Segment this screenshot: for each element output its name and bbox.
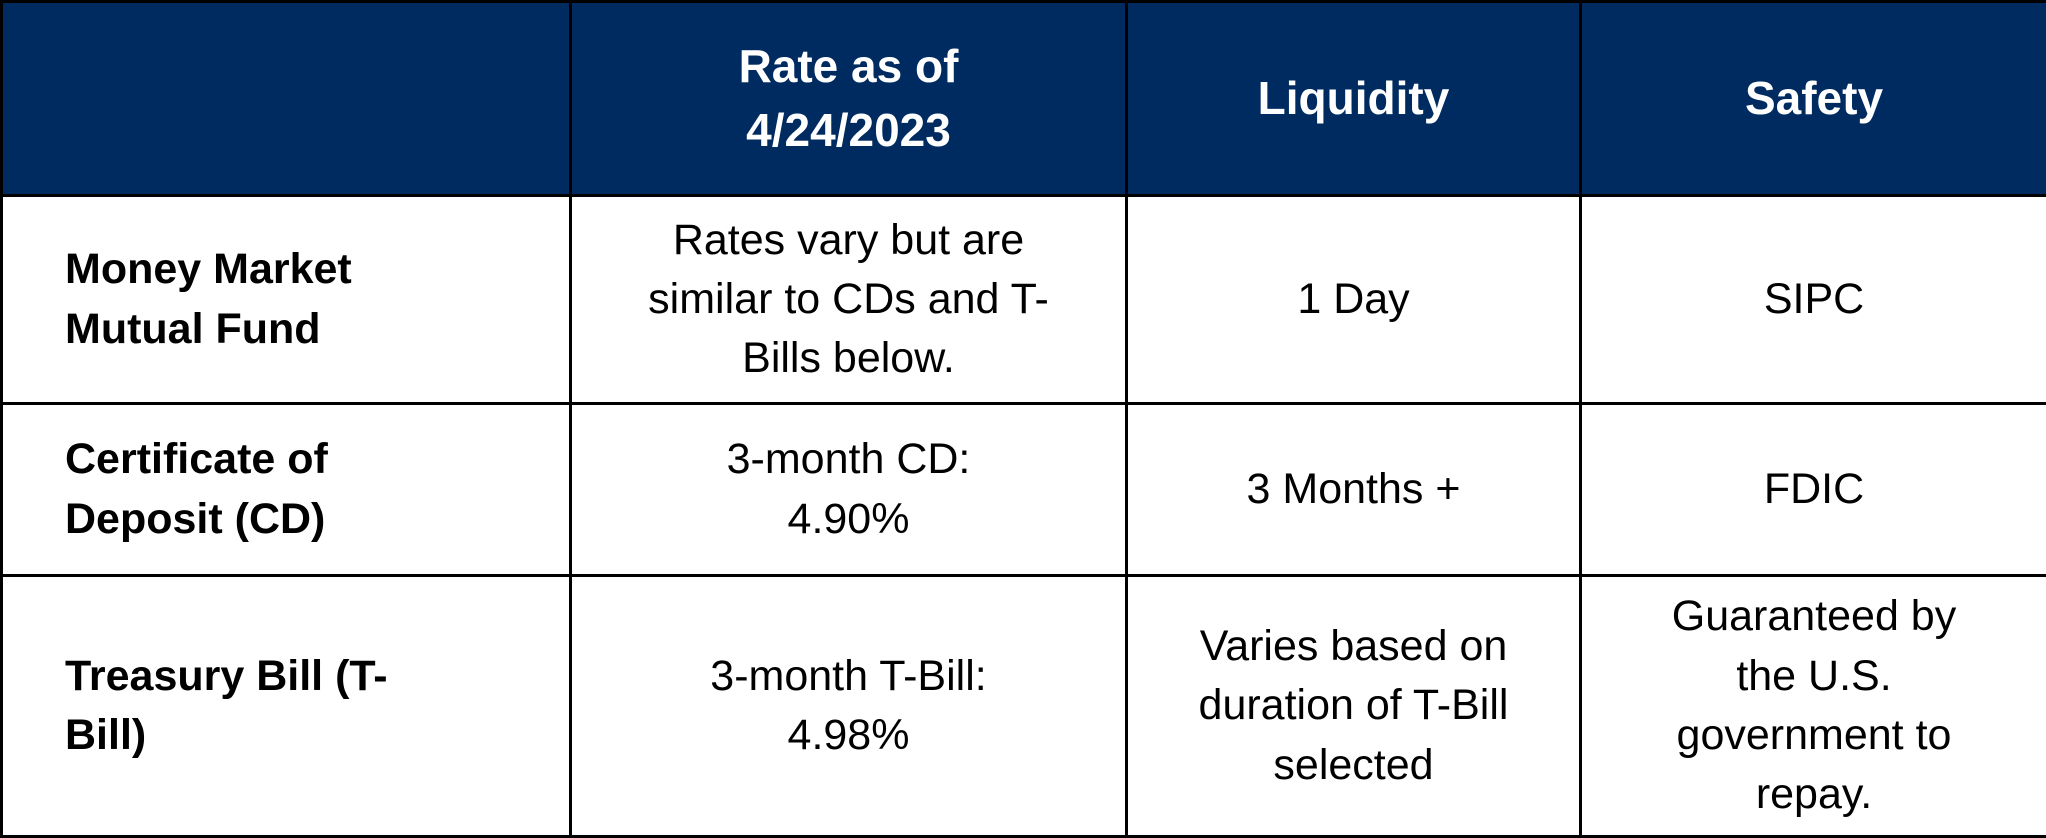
table-row: Certificate of Deposit (CD) 3-month CD: 4… <box>2 404 2046 576</box>
table-cell: FDIC <box>1581 404 2046 576</box>
row-label: Treasury Bill (T-Bill) <box>2 576 571 837</box>
cell-text: Money Market Mutual Fund <box>65 240 425 359</box>
cell-text: FDIC <box>1649 460 1979 519</box>
header-row: Rate as of 4/24/2023 Liquidity Safety <box>2 2 2046 196</box>
cell-text: 1 Day <box>1189 270 1519 329</box>
cell-text: Rate as of 4/24/2023 <box>704 35 994 162</box>
table-cell: 1 Day <box>1127 196 1581 404</box>
header-cell: Rate as of 4/24/2023 <box>571 2 1127 196</box>
cell-text: Guaranteed by the U.S. government to rep… <box>1649 587 1979 824</box>
cell-text: Treasury Bill (T-Bill) <box>65 647 425 766</box>
table-row: Money Market Mutual Fund Rates vary but a… <box>2 196 2046 404</box>
cell-text: 3 Months + <box>1189 460 1519 519</box>
header-cell <box>2 2 571 196</box>
table-row: Treasury Bill (T-Bill) 3-month T-Bill: 4.… <box>2 576 2046 837</box>
cell-text: 3-month T-Bill: 4.98% <box>679 647 1019 766</box>
header-cell: Safety <box>1581 2 2046 196</box>
cell-text: 3-month CD: 4.90% <box>679 430 1019 549</box>
cell-text: Certificate of Deposit (CD) <box>65 430 425 549</box>
table-cell: Varies based on duration of T-Bill selec… <box>1127 576 1581 837</box>
cell-text: Varies based on duration of T-Bill selec… <box>1189 617 1519 795</box>
cell-text: Liquidity <box>1258 67 1450 130</box>
table-cell: 3 Months + <box>1127 404 1581 576</box>
table-cell: Guaranteed by the U.S. government to rep… <box>1581 576 2046 837</box>
table-cell: Rates vary but are similar to CDs and T-… <box>571 196 1127 404</box>
row-label: Money Market Mutual Fund <box>2 196 571 404</box>
cell-text: Rates vary but are similar to CDs and T-… <box>639 211 1059 389</box>
table-cell: SIPC <box>1581 196 2046 404</box>
table-cell: 3-month T-Bill: 4.98% <box>571 576 1127 837</box>
row-label: Certificate of Deposit (CD) <box>2 404 571 576</box>
header-cell: Liquidity <box>1127 2 1581 196</box>
cell-text: Safety <box>1745 67 1883 130</box>
cell-text: SIPC <box>1649 270 1979 329</box>
table-cell: 3-month CD: 4.90% <box>571 404 1127 576</box>
